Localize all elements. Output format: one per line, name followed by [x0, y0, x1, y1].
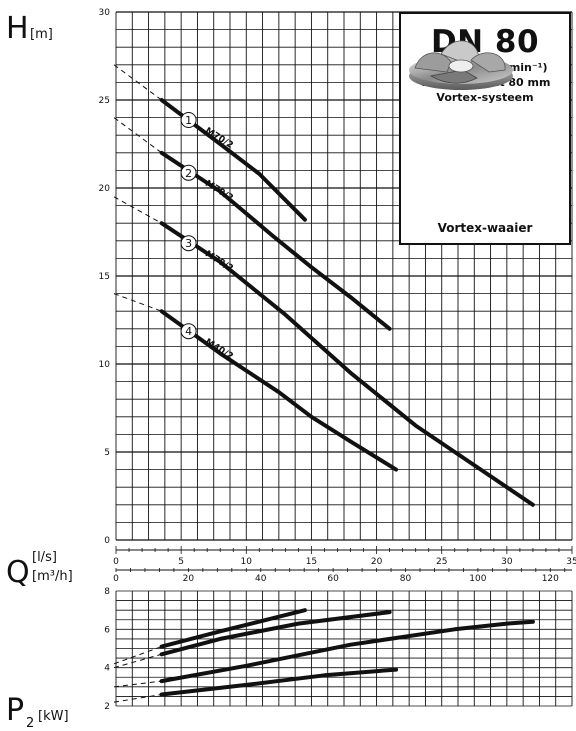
- power-tick-label: 8: [104, 587, 110, 597]
- head-axis-letter: H: [6, 11, 29, 46]
- pump-spec-system: Vortex-systeem: [436, 91, 534, 104]
- curve-extension-dashed: [113, 646, 162, 665]
- curve-number-circle: [180, 323, 197, 340]
- curve-extension-dashed: [113, 64, 162, 101]
- curve-3: [159, 221, 535, 507]
- curve-number: 1: [185, 114, 192, 127]
- flow-tick-label-ls: 0: [113, 557, 119, 567]
- head-tick-label: 0: [104, 536, 110, 546]
- flow-tick-label-ls: 15: [306, 557, 317, 567]
- pump-info-box: DN 80 2-polig (2900 min⁻¹) Vrije doorlaa…: [399, 12, 571, 245]
- flow-tick-label-m3h: 80: [400, 574, 412, 584]
- curve-number: 3: [185, 237, 192, 250]
- flow-tick-label-m3h: 120: [542, 574, 559, 584]
- curve-4: [159, 667, 399, 697]
- curve-number: 2: [185, 167, 192, 180]
- head-chart-grid: [115, 11, 573, 541]
- head-tick-label: 30: [99, 8, 111, 18]
- curve-4: [159, 309, 399, 472]
- flow-tick-label-ls: 35: [566, 557, 576, 567]
- curve-extension-dashed: [113, 653, 162, 669]
- flow-tick-label-m3h: 40: [255, 574, 267, 584]
- curve-extension-dashed: [113, 117, 162, 154]
- flow-tick-label-ls: 30: [501, 557, 513, 567]
- power-axis-subscript: 2: [26, 716, 34, 731]
- flow-tick-label-m3h: 0: [113, 574, 119, 584]
- power-curves: [113, 608, 535, 703]
- power-tick-label: 4: [104, 664, 110, 674]
- flow-tick-label-ls: 10: [241, 557, 253, 567]
- power-tick-label: 6: [104, 625, 110, 635]
- flow-tick-label-m3h: 60: [327, 574, 339, 584]
- curve-3: [159, 619, 535, 684]
- flow-unit-m3h: [m³/h]: [32, 569, 73, 584]
- power-tick-label: 2: [104, 702, 110, 712]
- power-axis-letter: P: [6, 693, 24, 728]
- curve-number-circle: [180, 112, 197, 128]
- head-axis-ticks: 0 5 10 15 20 25 30: [99, 8, 111, 546]
- flow-tick-label-ls: 20: [371, 557, 383, 567]
- flow-axis-letter: Q: [6, 555, 30, 590]
- power-axis-ticks: 2 4 6 8: [104, 587, 110, 712]
- flow-tick-label-ls: 5: [178, 557, 184, 567]
- head-tick-label: 10: [99, 360, 111, 370]
- curve-2: [159, 150, 392, 331]
- power-axis-unit: [kW]: [38, 709, 69, 724]
- curve-extension-dashed: [113, 293, 162, 312]
- curve-number-circle: [180, 164, 197, 181]
- head-tick-label: 5: [104, 448, 110, 458]
- head-tick-label: 15: [99, 272, 110, 282]
- head-axis-unit: [m]: [30, 27, 53, 42]
- flow-axis: 0 5 10 15 20 25 30 35 0 20 40 60 80 100 120: [113, 546, 576, 584]
- head-tick-label: 20: [99, 184, 111, 194]
- curve-number: 4: [185, 325, 192, 338]
- curve-extension-dashed: [113, 196, 162, 224]
- curve-extension-dashed: [113, 694, 162, 703]
- vortex-impeller-image: [409, 40, 513, 90]
- head-tick-label: 25: [99, 96, 110, 106]
- impeller-caption: Vortex-waaier: [437, 221, 533, 235]
- flow-tick-label-m3h: 100: [469, 574, 486, 584]
- flow-tick-label-m3h: 20: [183, 574, 195, 584]
- flow-tick-label-ls: 25: [436, 557, 447, 567]
- flow-unit-ls: [l/s]: [32, 550, 57, 565]
- curve-2: [159, 610, 392, 657]
- curve-1: [159, 608, 307, 649]
- curve-extension-dashed: [113, 680, 162, 688]
- curve-number-circle: [180, 235, 197, 252]
